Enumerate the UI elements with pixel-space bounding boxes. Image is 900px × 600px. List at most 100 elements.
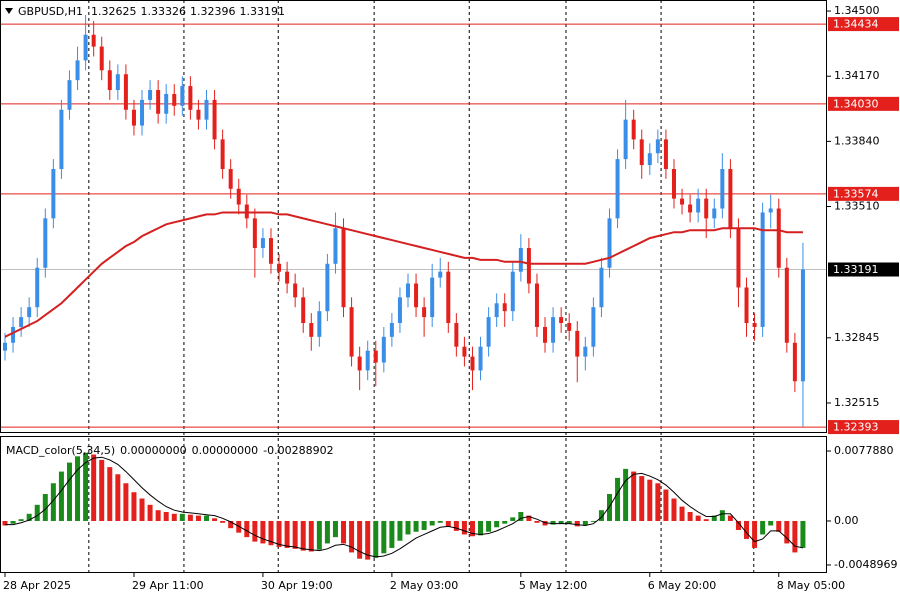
candle-body xyxy=(599,267,604,308)
candle-body xyxy=(518,247,523,272)
candle-body xyxy=(414,283,419,308)
histogram-bar xyxy=(171,513,177,521)
x-tick-label: 6 May 20:00 xyxy=(648,579,716,592)
histogram-bar xyxy=(727,515,733,521)
candle-body xyxy=(631,119,636,140)
histogram-bar xyxy=(461,520,467,535)
histogram-bar xyxy=(373,520,379,558)
candle-body xyxy=(220,139,225,170)
candle-body xyxy=(309,323,314,337)
candle-body xyxy=(59,109,64,170)
y-tick-label: -0.0048969 xyxy=(834,558,897,571)
candle-body xyxy=(494,303,499,318)
histogram-bar xyxy=(268,520,274,546)
histogram-bar xyxy=(437,520,443,523)
candle-body xyxy=(470,356,475,371)
macd-pane-border xyxy=(0,436,827,573)
histogram-bar xyxy=(784,520,790,544)
histogram-bar xyxy=(421,520,427,530)
histogram-bar xyxy=(131,492,137,521)
candle-body xyxy=(639,139,644,166)
histogram-bar xyxy=(284,520,290,548)
symbol: GBPUSD,H1 xyxy=(18,5,83,18)
histogram-bar xyxy=(615,477,621,521)
histogram-bar xyxy=(719,510,725,521)
candle-body xyxy=(11,326,16,343)
last-bar-low: 1.32396 xyxy=(190,5,236,18)
histogram-bar xyxy=(187,514,193,521)
histogram-bar xyxy=(623,468,629,521)
histogram-bar xyxy=(760,520,766,535)
candle-body xyxy=(647,153,652,166)
candle-body xyxy=(164,93,169,114)
candle-body xyxy=(671,169,676,199)
histogram-bar xyxy=(26,513,32,521)
histogram-bar xyxy=(228,520,234,529)
histogram-bar xyxy=(768,520,774,526)
menu-triangle[interactable] xyxy=(5,8,13,14)
histogram-bar xyxy=(655,483,661,521)
histogram-bar xyxy=(703,519,709,521)
histogram-bar xyxy=(115,474,121,521)
level-label-text: 1.34434 xyxy=(833,18,879,31)
histogram-bar xyxy=(324,520,330,544)
histogram-bar xyxy=(494,520,500,528)
x-tick-label: 28 Apr 2025 xyxy=(3,579,71,592)
candle-body xyxy=(551,317,556,343)
candle-body xyxy=(357,356,362,371)
candle-body xyxy=(301,297,306,324)
candle-body xyxy=(454,323,459,347)
candle-body xyxy=(712,208,717,219)
histogram-bar xyxy=(735,520,741,530)
candle-body xyxy=(502,303,507,312)
histogram-bar xyxy=(752,520,758,548)
signal-line xyxy=(5,456,804,558)
candle-body xyxy=(655,139,660,154)
histogram-bar xyxy=(478,520,484,536)
histogram-bar xyxy=(687,512,693,521)
histogram-bar xyxy=(50,483,56,521)
candle-body xyxy=(293,283,298,298)
candle-body xyxy=(156,90,161,114)
candle-body xyxy=(365,350,370,371)
x-tick-label: 5 May 12:00 xyxy=(519,579,587,592)
last-bar-open: 1.32625 xyxy=(91,5,137,18)
y-tick-label: 1.33510 xyxy=(834,200,880,213)
histogram-bar xyxy=(252,520,258,542)
candle-body xyxy=(277,263,282,272)
candle-body xyxy=(228,169,233,189)
candle-body xyxy=(172,93,177,106)
histogram-bar xyxy=(486,520,492,532)
histogram-bar xyxy=(99,459,105,521)
candle-body xyxy=(75,60,80,81)
histogram-bar xyxy=(244,520,250,538)
candle-body xyxy=(381,336,386,363)
indicator-title: MACD_color(5,34,5) 0.00000000 0.00000000 -0… xyxy=(6,444,334,457)
histogram-bar xyxy=(453,520,459,531)
candle-body xyxy=(148,90,153,100)
histogram-bar xyxy=(34,504,40,521)
histogram-bar xyxy=(631,471,637,521)
histogram-bar xyxy=(566,520,572,524)
histogram-bar xyxy=(91,454,97,521)
y-tick-label: 0.00 xyxy=(834,514,859,527)
candle-body xyxy=(720,169,725,209)
candle-body xyxy=(91,34,96,47)
indicator-value: 0.00000000 xyxy=(192,444,258,457)
candle-body xyxy=(591,307,596,347)
candle-body xyxy=(446,271,451,324)
level-label-box xyxy=(828,420,899,435)
histogram-bar xyxy=(195,515,201,521)
candle-body xyxy=(389,323,394,337)
candle-body xyxy=(800,269,805,382)
y-tick-label: 1.34170 xyxy=(834,69,880,82)
histogram-bar xyxy=(526,515,532,521)
candle-body xyxy=(776,208,781,268)
histogram-bar xyxy=(332,520,338,538)
histogram-bar xyxy=(518,512,524,521)
candle-body xyxy=(478,346,483,371)
level-label-box xyxy=(828,96,899,111)
candle-body xyxy=(462,346,467,357)
candle-body xyxy=(212,99,217,140)
histogram-bar xyxy=(429,520,435,526)
